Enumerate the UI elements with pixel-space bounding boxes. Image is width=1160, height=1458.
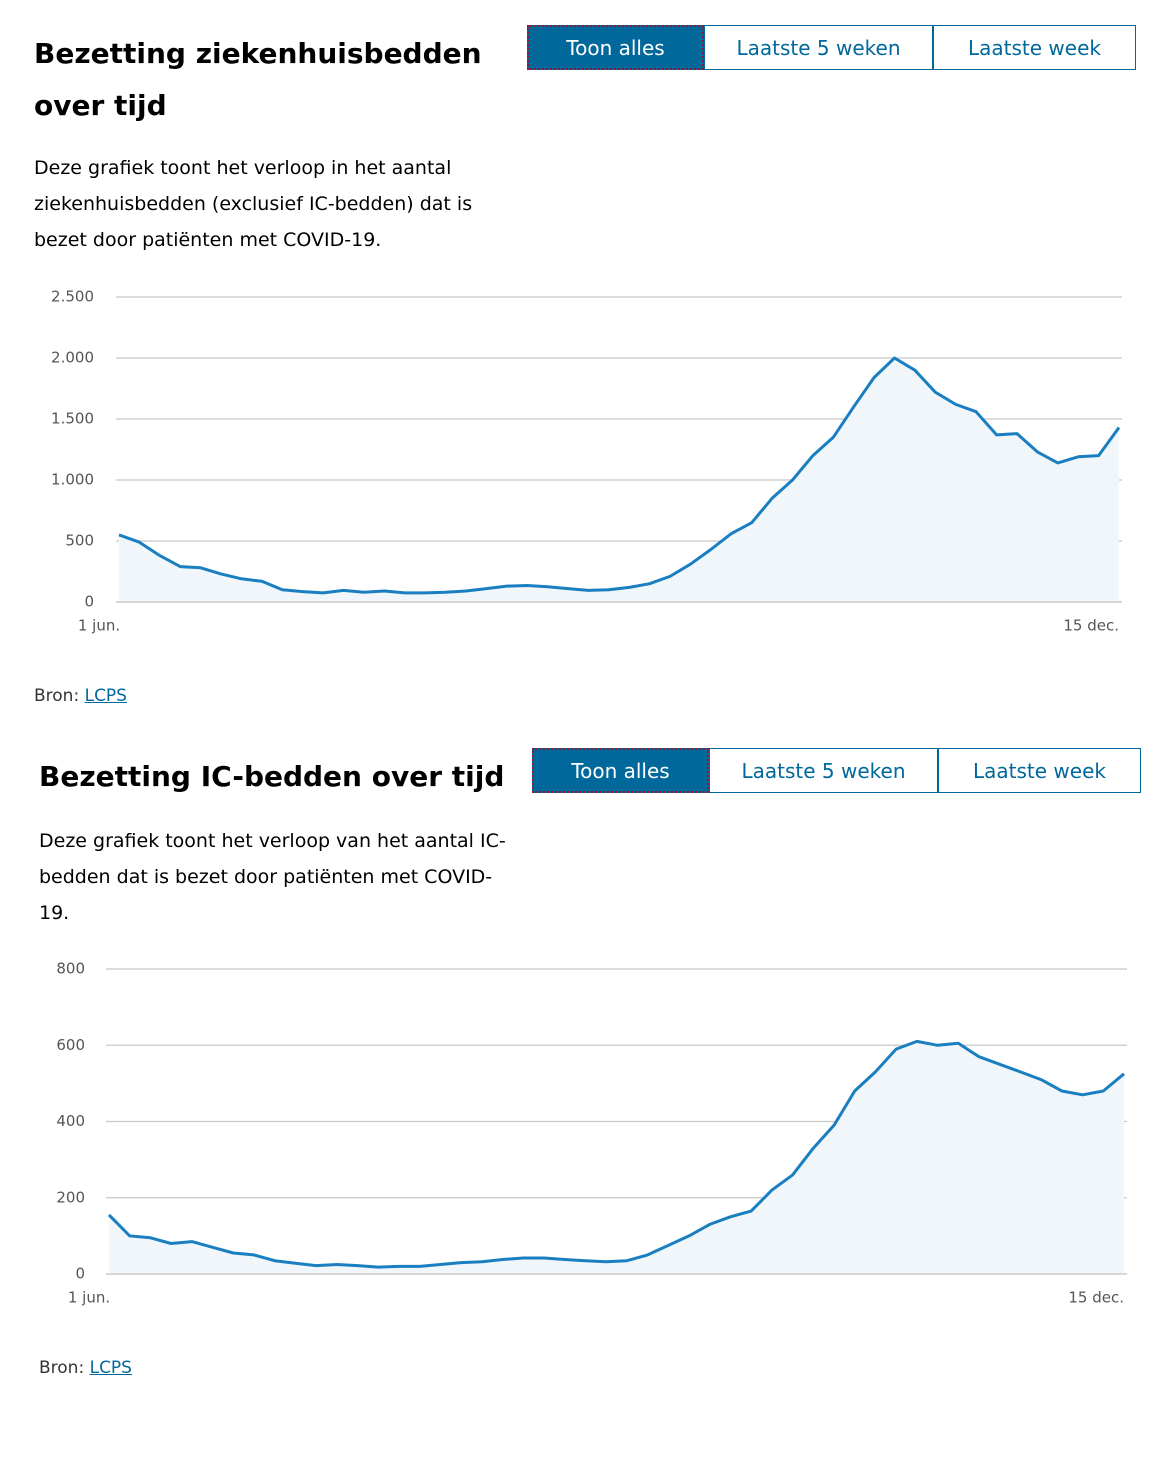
y-tick-label: 400 xyxy=(56,1112,85,1130)
section: Bezetting ziekenhuisbedden over tijd Too… xyxy=(0,0,1160,720)
x-tick-label: 15 dec. xyxy=(1068,1289,1124,1307)
x-tick-label: 1 jun. xyxy=(78,617,120,635)
button[interactable]: Laatste week xyxy=(938,748,1141,793)
source: Bron: LCPS xyxy=(34,686,127,706)
chart: 0 500 1.000 1.500 2.000 2.500 1 jun. 15 dec. xyxy=(51,288,1122,635)
area xyxy=(109,1041,1124,1274)
button-group: Toon alles Laatste 5 weken Laatste week xyxy=(532,748,1141,793)
area xyxy=(119,358,1119,602)
button-group: Toon alles Laatste 5 weken Laatste week xyxy=(527,25,1136,70)
line xyxy=(118,356,1121,595)
x-tick-label: 1 jun. xyxy=(68,1289,110,1307)
y-tick-label: 1.500 xyxy=(51,410,94,428)
description: Deze grafiek toont het verloop in het aa… xyxy=(34,157,473,251)
section: Bezetting IC-bedden over tijd Toon alles… xyxy=(5,723,1160,1443)
source-link[interactable]: LCPS xyxy=(84,686,127,706)
y-tick-label: 2.500 xyxy=(51,288,94,306)
source-label: Bron: xyxy=(34,686,80,706)
title: Bezetting IC-bedden over tijd xyxy=(39,760,505,793)
y-tick-label: 2.000 xyxy=(51,349,94,367)
description: Deze grafiek toont het verloop van het a… xyxy=(39,830,506,924)
y-tick-label: 0 xyxy=(75,1265,85,1283)
source-label: Bron: xyxy=(39,1358,85,1378)
line xyxy=(107,1039,1125,1269)
button[interactable]: Laatste week xyxy=(933,25,1136,70)
y-tick-label: 1.000 xyxy=(51,471,94,489)
button[interactable]: Laatste 5 weken xyxy=(704,25,933,70)
x-tick-label: 15 dec. xyxy=(1063,617,1119,635)
button[interactable]: Toon alles xyxy=(532,748,709,793)
button[interactable]: Toon alles xyxy=(527,25,704,70)
source-link[interactable]: LCPS xyxy=(89,1358,132,1378)
y-tick-label: 200 xyxy=(56,1188,85,1206)
y-tick-label: 600 xyxy=(56,1036,85,1054)
y-tick-label: 500 xyxy=(65,532,94,550)
title: Bezetting ziekenhuisbedden over tijd xyxy=(34,37,482,122)
button[interactable]: Laatste 5 weken xyxy=(709,748,938,793)
chart: 0 200 400 600 800 1 jun. 15 dec. xyxy=(56,960,1127,1307)
y-tick-label: 0 xyxy=(84,593,94,611)
y-tick-label: 800 xyxy=(56,960,85,978)
source: Bron: LCPS xyxy=(39,1358,132,1378)
